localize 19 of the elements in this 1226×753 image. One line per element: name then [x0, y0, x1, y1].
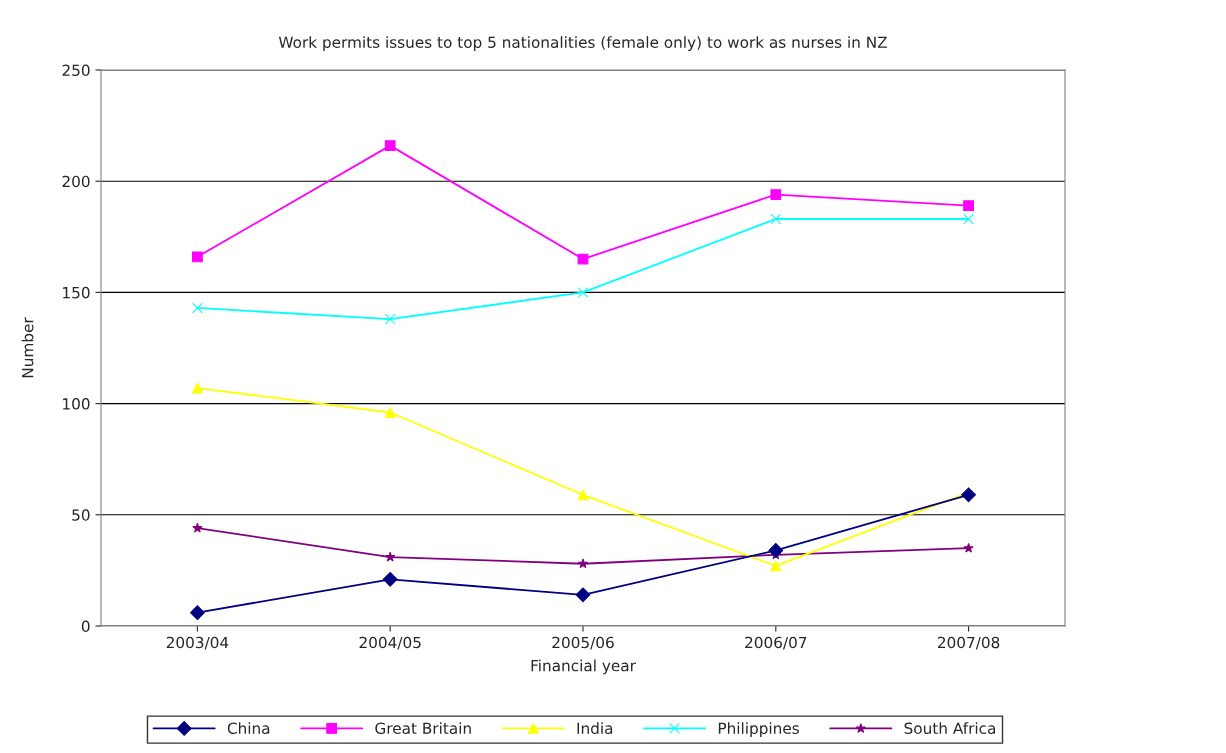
- x-tick-label: 2006/07: [745, 636, 807, 650]
- y-tick-label: 200: [62, 175, 90, 188]
- y-tick-label: 150: [63, 286, 90, 299]
- x-axis-title: Financial year: [531, 659, 636, 675]
- legend-label: India: [577, 722, 613, 735]
- legend-label: Philippines: [718, 722, 799, 737]
- x-tick-label: 2004/05: [359, 636, 421, 650]
- y-axis-title: Number: [21, 317, 34, 378]
- y-tick-label: 100: [63, 398, 90, 410]
- x-tick-label: 2003/04: [166, 636, 229, 650]
- legend-label: South Africa: [904, 722, 996, 735]
- y-tick-label: 250: [62, 64, 90, 77]
- x-tick-label: 2007/08: [937, 636, 1000, 650]
- x-tick-label: 2005/06: [552, 636, 614, 650]
- legend-label: Great Britain: [375, 722, 471, 735]
- legend-label: China: [227, 722, 270, 735]
- y-tick-label: 0: [81, 620, 90, 633]
- chart-title: Work permits issues to top 5 nationalities (female only) to work as nurses in NZ: [278, 36, 887, 51]
- y-tick-label: 50: [72, 509, 90, 521]
